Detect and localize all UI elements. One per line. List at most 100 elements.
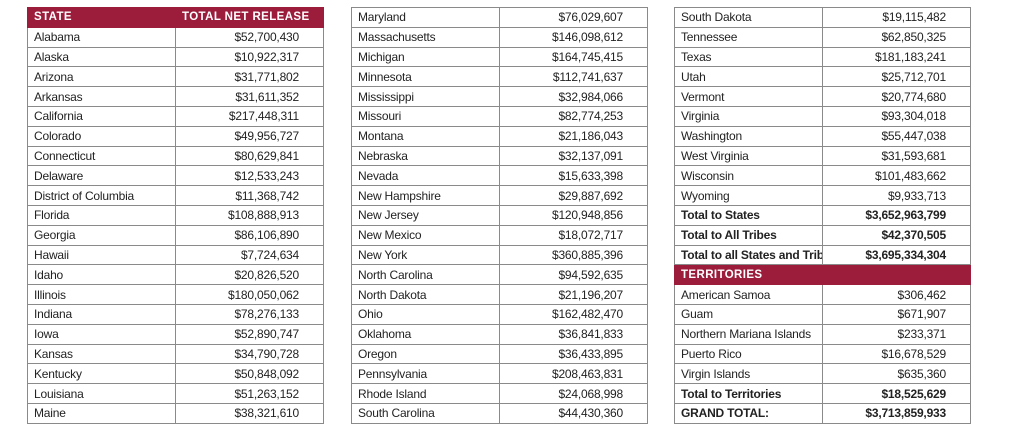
release-table-1: STATE TOTAL NET RELEASE Alabama $52,700,430… — [27, 7, 324, 424]
table-row: Delaware $12,533,243 — [27, 165, 324, 187]
row-value: $80,629,841 — [175, 145, 324, 167]
row-label: District of Columbia — [27, 185, 176, 206]
row-label: Colorado — [27, 125, 176, 147]
table-row: New Mexico $18,072,717 — [351, 224, 648, 246]
table-row: New Jersey $120,948,856 — [351, 204, 648, 226]
row-label: New Hampshire — [351, 185, 500, 206]
table-row: Virginia $93,304,018 — [674, 105, 971, 127]
row-value: $3,713,859,933 — [822, 402, 971, 424]
table-row: Florida $108,888,913 — [27, 204, 324, 226]
table-row: Rhode Island $24,068,998 — [351, 383, 648, 404]
row-label: Michigan — [351, 46, 500, 68]
table-row: Nevada $15,633,398 — [351, 165, 648, 187]
row-value: $52,700,430 — [175, 26, 324, 48]
row-label: South Carolina — [351, 402, 500, 424]
row-label: Virginia — [674, 105, 823, 127]
row-value: $44,430,360 — [499, 402, 648, 424]
row-label: North Carolina — [351, 264, 500, 286]
total-row: GRAND TOTAL: $3,713,859,933 — [674, 402, 971, 424]
row-value: $7,724,634 — [175, 244, 324, 266]
row-value: $12,533,243 — [175, 165, 324, 187]
row-label: Kentucky — [27, 363, 176, 385]
table-row: South Carolina $44,430,360 — [351, 402, 648, 424]
row-label: Texas — [674, 46, 823, 68]
table-row: Pennsylvania $208,463,831 — [351, 363, 648, 385]
row-label: Kansas — [27, 343, 176, 365]
row-value: $208,463,831 — [499, 363, 648, 385]
table-row: Georgia $86,106,890 — [27, 224, 324, 246]
row-label: Pennsylvania — [351, 363, 500, 385]
row-value: $31,771,802 — [175, 66, 324, 88]
row-label: Arkansas — [27, 86, 176, 107]
row-label: Florida — [27, 204, 176, 226]
row-label: Nevada — [351, 165, 500, 187]
row-label: Indiana — [27, 303, 176, 325]
table-row: Maine $38,321,610 — [27, 402, 324, 424]
total-row: Total to all States and Tribes $3,695,334… — [674, 244, 971, 266]
table-row: Maryland $76,029,607 — [351, 7, 648, 28]
table-row: Texas $181,183,241 — [674, 46, 971, 68]
row-value: $34,790,728 — [175, 343, 324, 365]
row-label: Washington — [674, 125, 823, 147]
row-value: $10,922,317 — [175, 46, 324, 68]
row-label: Maryland — [351, 7, 500, 28]
row-label: Alaska — [27, 46, 176, 68]
total-row: Total to Territories $18,525,629 — [674, 383, 971, 404]
row-value: $18,072,717 — [499, 224, 648, 246]
row-value: $18,525,629 — [822, 383, 971, 404]
table-row: Wisconsin $101,483,662 — [674, 165, 971, 187]
section-header-territories: TERRITORIES — [674, 264, 971, 286]
row-value: $62,850,325 — [822, 26, 971, 48]
row-label: Delaware — [27, 165, 176, 187]
table-row: Washington $55,447,038 — [674, 125, 971, 147]
table-row: Montana $21,186,043 — [351, 125, 648, 147]
row-value: $180,050,062 — [175, 284, 324, 305]
row-label: Idaho — [27, 264, 176, 286]
row-value: $635,360 — [822, 363, 971, 385]
row-value: $306,462 — [822, 284, 971, 305]
table-row: Vermont $20,774,680 — [674, 86, 971, 107]
table-row: North Dakota $21,196,207 — [351, 284, 648, 305]
row-label: Northern Mariana Islands — [674, 323, 823, 345]
row-value: $217,448,311 — [175, 105, 324, 127]
row-value: $36,841,833 — [499, 323, 648, 345]
table-row: Puerto Rico $16,678,529 — [674, 343, 971, 365]
table-row: Minnesota $112,741,637 — [351, 66, 648, 88]
row-label: Georgia — [27, 224, 176, 246]
row-value: $29,887,692 — [499, 185, 648, 206]
row-label: New Jersey — [351, 204, 500, 226]
row-value: $9,933,713 — [822, 185, 971, 206]
table-row: Wyoming $9,933,713 — [674, 185, 971, 206]
table-row: New Hampshire $29,887,692 — [351, 185, 648, 206]
row-label: North Dakota — [351, 284, 500, 305]
row-value: $233,371 — [822, 323, 971, 345]
table-row: Arkansas $31,611,352 — [27, 86, 324, 107]
table-row: Louisiana $51,263,152 — [27, 383, 324, 404]
row-label: Hawaii — [27, 244, 176, 266]
row-label: GRAND TOTAL: — [674, 402, 823, 424]
row-label: Total to all States and Tribes — [674, 244, 823, 266]
row-value: $164,745,415 — [499, 46, 648, 68]
row-value: $36,433,895 — [499, 343, 648, 365]
row-value: $32,137,091 — [499, 145, 648, 167]
table-row: Kansas $34,790,728 — [27, 343, 324, 365]
row-value: $20,826,520 — [175, 264, 324, 286]
table-row: American Samoa $306,462 — [674, 284, 971, 305]
row-label: Utah — [674, 66, 823, 88]
row-value: $11,368,742 — [175, 185, 324, 206]
row-label: California — [27, 105, 176, 127]
row-value: $21,186,043 — [499, 125, 648, 147]
row-value: $112,741,637 — [499, 66, 648, 88]
row-label: Nebraska — [351, 145, 500, 167]
table-row: Oklahoma $36,841,833 — [351, 323, 648, 345]
table-row: Oregon $36,433,895 — [351, 343, 648, 365]
table-row: Massachusetts $146,098,612 — [351, 26, 648, 48]
table-row: Utah $25,712,701 — [674, 66, 971, 88]
row-value: $21,196,207 — [499, 284, 648, 305]
row-value: $162,482,470 — [499, 303, 648, 325]
row-value: $101,483,662 — [822, 165, 971, 187]
table-row: Michigan $164,745,415 — [351, 46, 648, 68]
row-value: $16,678,529 — [822, 343, 971, 365]
table-row: Guam $671,907 — [674, 303, 971, 325]
row-value: $82,774,253 — [499, 105, 648, 127]
